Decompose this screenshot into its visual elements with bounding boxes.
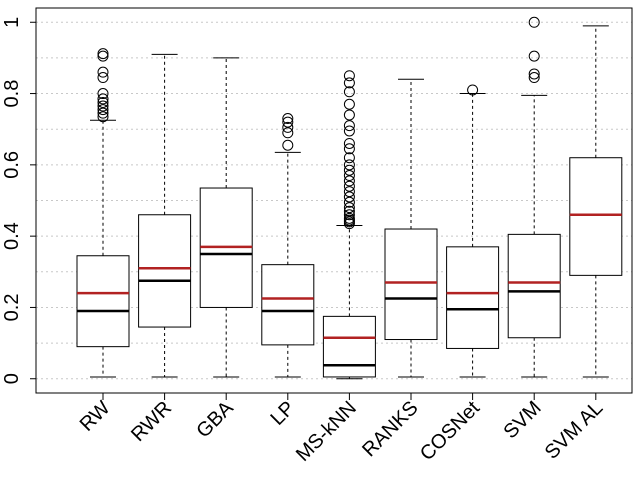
outlier-point xyxy=(343,109,355,121)
box-cosnet xyxy=(446,84,500,378)
box-iqr xyxy=(138,214,192,328)
outlier-point xyxy=(343,159,355,171)
y-tick-label: 0.2 xyxy=(1,294,23,322)
outlier-point xyxy=(528,72,540,84)
outlier-point xyxy=(343,120,355,132)
outlier-point xyxy=(528,50,540,62)
box-svm-al xyxy=(569,25,623,378)
outlier-point xyxy=(97,111,109,123)
outlier-point xyxy=(97,104,109,116)
outlier-point xyxy=(467,84,479,96)
outlier-point xyxy=(343,180,355,192)
outlier-point xyxy=(343,86,355,98)
outlier-point xyxy=(97,107,109,119)
y-tick-label: 0.8 xyxy=(1,80,23,108)
x-tick-label: SVM AL xyxy=(541,397,608,464)
box-lp xyxy=(261,113,315,378)
outlier-point xyxy=(343,175,355,187)
box-rw xyxy=(76,48,130,378)
box-iqr xyxy=(569,157,623,276)
x-tick-label: COSNet xyxy=(416,397,485,466)
outlier-point xyxy=(282,121,294,133)
box-iqr xyxy=(322,315,376,378)
outlier-point xyxy=(343,164,355,176)
outlier-point xyxy=(282,113,294,125)
box-rwr xyxy=(138,53,192,378)
outlier-point xyxy=(343,191,355,203)
box-ms-knn xyxy=(322,70,376,380)
y-tick-label: 0.4 xyxy=(1,222,23,250)
outlier-point xyxy=(97,50,109,62)
outlier-point xyxy=(282,127,294,139)
outlier-point xyxy=(97,93,109,105)
outlier-point xyxy=(343,196,355,208)
y-tick-label: 0 xyxy=(1,373,23,384)
box-iqr xyxy=(446,246,500,349)
outlier-point xyxy=(282,116,294,128)
outlier-point xyxy=(97,88,109,100)
outlier-point xyxy=(343,152,355,164)
x-tick-label: LP xyxy=(266,397,299,430)
outlier-point xyxy=(343,212,355,224)
x-tick-label: GBA xyxy=(192,397,238,443)
outlier-point xyxy=(343,143,355,155)
y-tick-label: 1 xyxy=(1,17,23,28)
x-tick-label: RW xyxy=(76,397,115,436)
x-tick-label: RWR xyxy=(127,397,176,446)
outlier-point xyxy=(343,186,355,198)
box-svm xyxy=(507,16,561,378)
outlier-point xyxy=(97,96,109,108)
outlier-point xyxy=(343,77,355,89)
box-series xyxy=(76,16,623,380)
box-ranks xyxy=(384,78,438,378)
y-tick-label: 0.6 xyxy=(1,151,23,179)
outlier-point xyxy=(97,72,109,84)
box-iqr xyxy=(384,228,438,341)
outlier-point xyxy=(282,139,294,151)
outlier-point xyxy=(97,48,109,60)
outlier-point xyxy=(343,137,355,149)
x-tick-label: MS-kNN xyxy=(292,397,361,466)
box-iqr xyxy=(507,233,561,339)
box-gba xyxy=(199,57,253,378)
x-tick-label: RANKS xyxy=(358,397,422,461)
box-iqr xyxy=(261,264,315,346)
outlier-point xyxy=(343,202,355,214)
x-tick-label: SVM xyxy=(500,397,546,443)
box-iqr xyxy=(76,255,130,348)
outlier-point xyxy=(528,68,540,80)
outlier-point xyxy=(97,66,109,78)
outlier-point xyxy=(97,100,109,112)
outlier-point xyxy=(343,209,355,221)
outlier-point xyxy=(343,125,355,137)
outlier-point xyxy=(343,70,355,82)
outlier-point xyxy=(343,98,355,110)
outlier-point xyxy=(343,205,355,217)
outlier-point xyxy=(528,16,540,28)
outlier-point xyxy=(343,170,355,182)
